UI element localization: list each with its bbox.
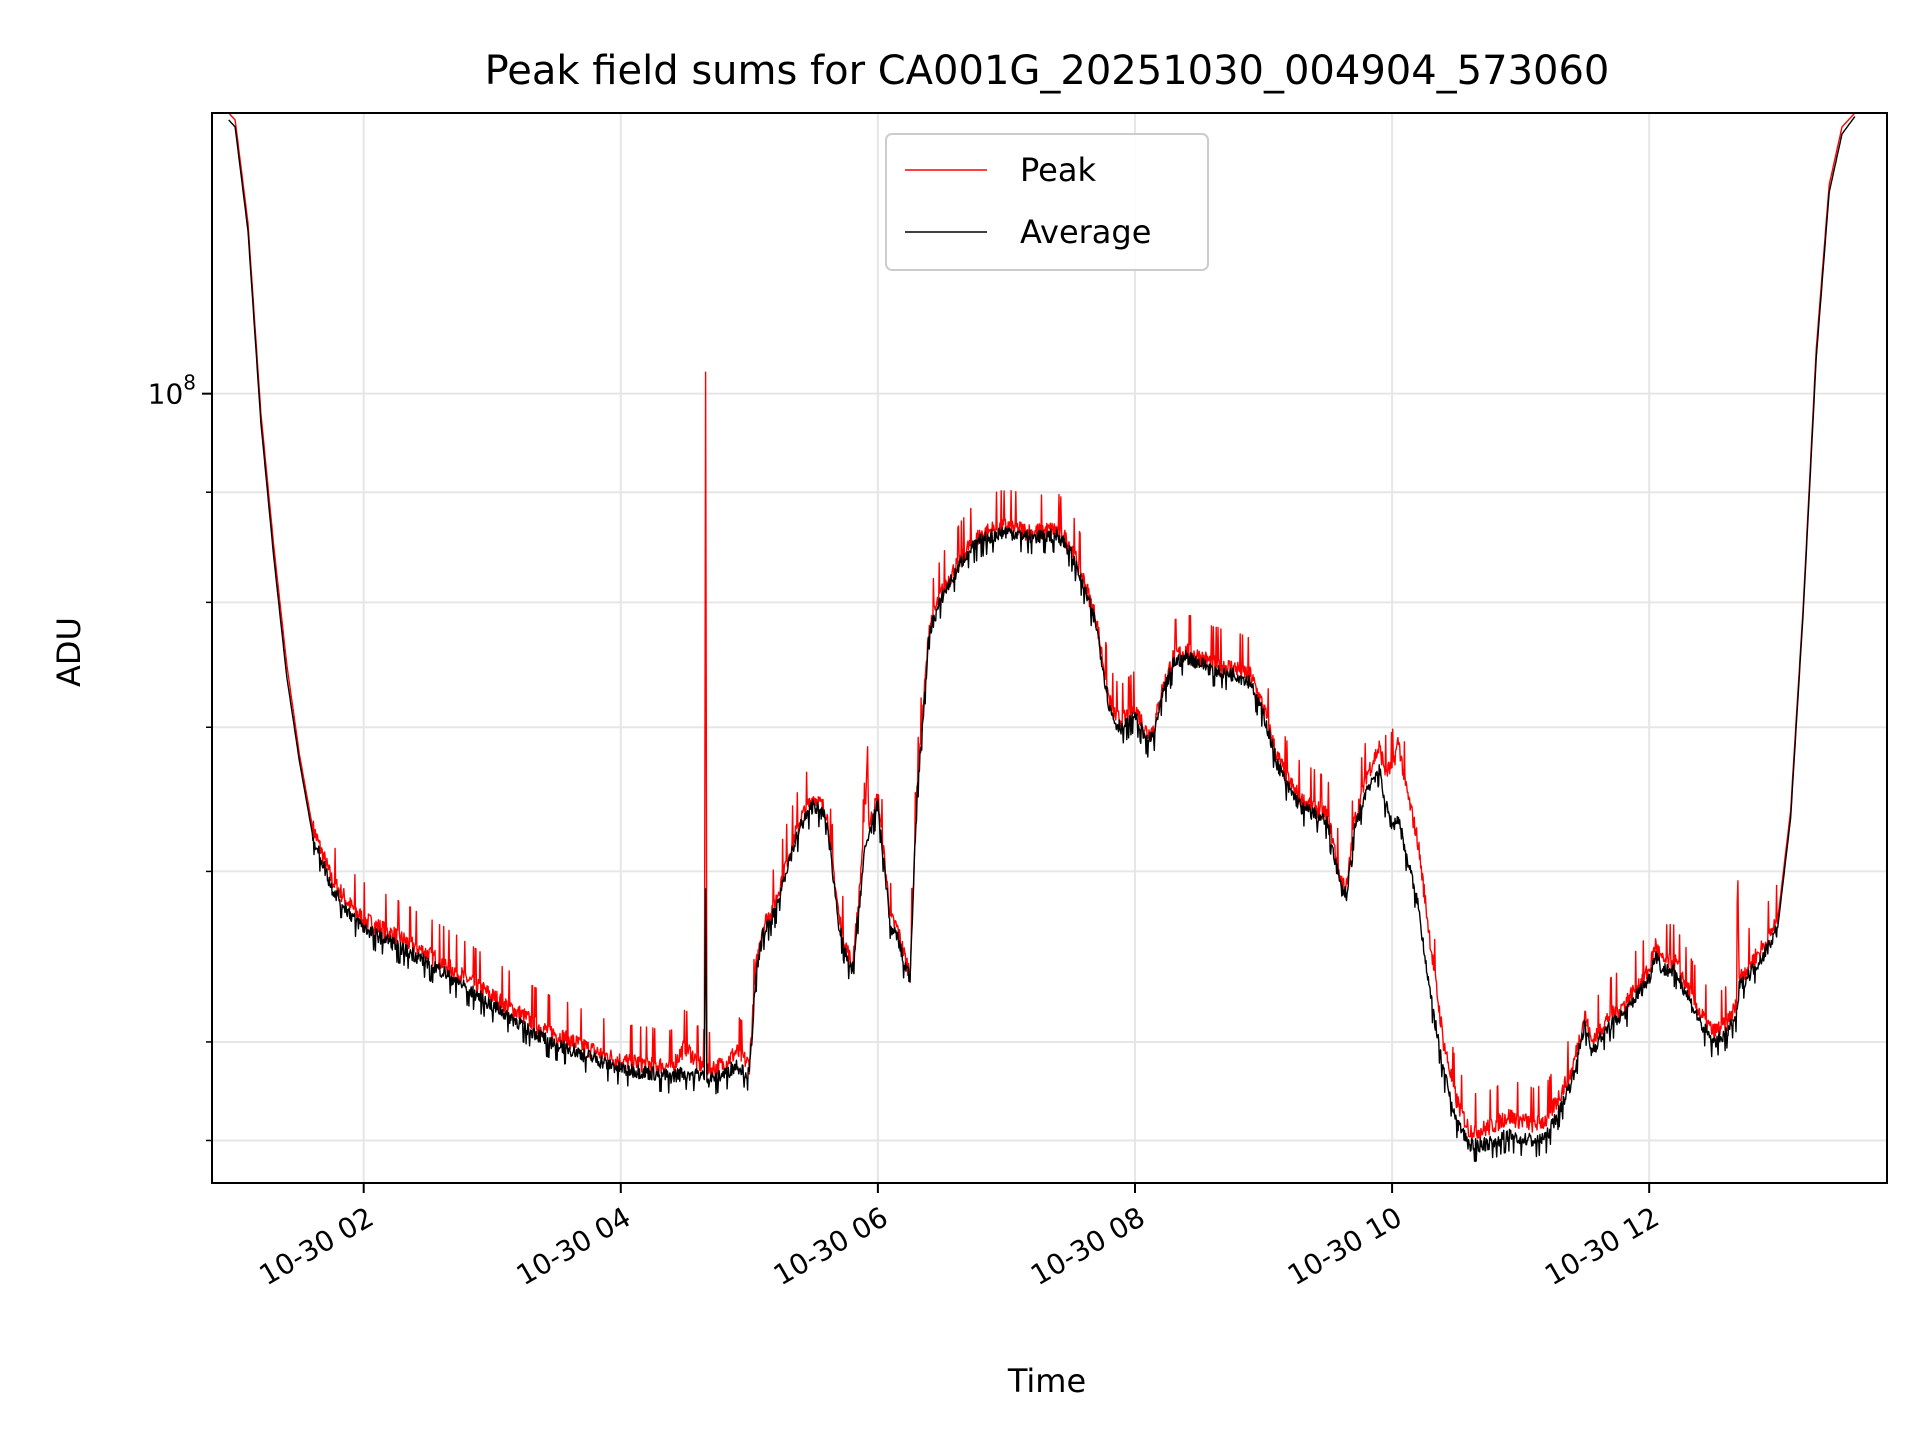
y-axis: 108: [148, 371, 212, 1142]
chart-title: Peak field sums for CA001G_20251030_0049…: [485, 48, 1610, 94]
series-line-average: [228, 116, 1856, 1163]
y-tick-label: 108: [148, 371, 196, 411]
x-axis-label: Time: [1007, 1362, 1086, 1400]
legend-label-average: Average: [1020, 213, 1151, 251]
y-axis-label: ADU: [50, 617, 88, 687]
legend: Peak Average: [885, 133, 1209, 271]
plot-lines: [228, 113, 1856, 1163]
grid: [212, 113, 1887, 1183]
plot-frame: [211, 112, 1888, 1184]
legend-box: [885, 133, 1209, 271]
legend-label-peak: Peak: [1020, 151, 1096, 189]
